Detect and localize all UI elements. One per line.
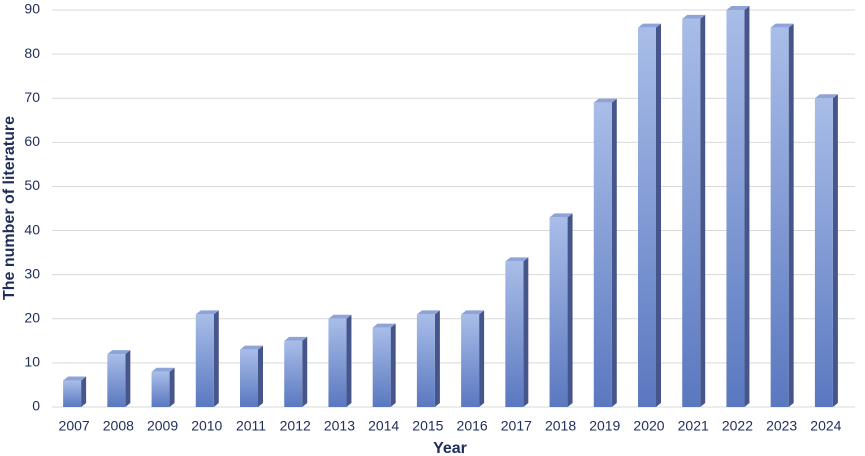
bar-top xyxy=(549,213,573,218)
x-tick-label: 2008 xyxy=(103,418,134,434)
x-tick-label: 2007 xyxy=(59,418,90,434)
bar-top xyxy=(726,6,750,10)
bar-side xyxy=(479,310,485,407)
bar-top xyxy=(63,376,87,381)
y-tick-label: 70 xyxy=(24,89,40,105)
bar-side xyxy=(832,94,838,407)
bar-top xyxy=(638,23,661,28)
bar xyxy=(770,27,789,408)
x-tick-label: 2009 xyxy=(147,418,178,434)
y-tick-label: 40 xyxy=(24,221,40,237)
bar-top xyxy=(328,314,352,319)
bar-top xyxy=(682,14,706,19)
y-tick-label: 60 xyxy=(24,133,40,149)
y-tick-label: 0 xyxy=(32,398,40,414)
bar-top xyxy=(284,336,308,341)
bar-side xyxy=(169,367,175,407)
bar xyxy=(328,318,347,407)
x-tick-label: 2010 xyxy=(191,418,222,434)
bar xyxy=(461,314,480,407)
x-tick-label: 2020 xyxy=(633,418,664,434)
y-tick-label: 30 xyxy=(24,265,40,281)
bar xyxy=(63,380,82,407)
x-tick-label: 2013 xyxy=(324,418,355,434)
bar xyxy=(372,327,391,407)
bar-side xyxy=(125,350,131,407)
bar-top xyxy=(107,350,131,355)
bar-side xyxy=(744,6,750,407)
bar-top xyxy=(461,310,485,315)
bar-top xyxy=(240,345,263,350)
x-tick-label: 2014 xyxy=(368,418,399,434)
bar-side xyxy=(81,376,87,407)
bar-top xyxy=(195,310,219,315)
bar-side xyxy=(390,323,396,407)
x-tick-label: 2024 xyxy=(810,418,841,434)
bar xyxy=(682,18,701,407)
bar-side xyxy=(302,336,308,407)
bar xyxy=(593,102,612,407)
bar-top xyxy=(770,23,794,28)
x-tick-label: 2017 xyxy=(501,418,532,434)
x-tick-label: 2015 xyxy=(412,418,443,434)
bar-side xyxy=(213,310,219,407)
y-tick-label: 90 xyxy=(24,1,40,17)
y-tick-label: 80 xyxy=(24,45,40,61)
x-tick-label: 2022 xyxy=(722,418,753,434)
bar-top xyxy=(416,310,440,315)
bar xyxy=(505,261,524,407)
bar-side xyxy=(523,257,529,407)
bar-side xyxy=(611,98,617,407)
y-tick-label: 50 xyxy=(24,177,40,193)
bar-top xyxy=(372,323,396,328)
bar xyxy=(638,27,656,408)
x-axis-title: Year xyxy=(433,440,467,456)
bar xyxy=(416,314,435,407)
bar xyxy=(107,354,126,407)
x-tick-label: 2021 xyxy=(678,418,709,434)
bar xyxy=(151,371,170,407)
x-tick-label: 2019 xyxy=(589,418,620,434)
bar-side xyxy=(656,23,661,408)
bar xyxy=(284,340,303,407)
bar-side xyxy=(434,310,440,407)
y-tick-label: 10 xyxy=(24,354,40,370)
bar-top xyxy=(593,98,617,103)
x-tick-label: 2023 xyxy=(766,418,797,434)
bar-top xyxy=(151,367,175,372)
bar xyxy=(726,10,745,407)
bar-side xyxy=(788,23,794,408)
y-tick-label: 20 xyxy=(24,309,40,325)
bar-top xyxy=(814,94,838,99)
bar xyxy=(240,349,258,407)
x-tick-label: 2018 xyxy=(545,418,576,434)
y-axis-title: The number of literature xyxy=(1,116,18,300)
bar-side xyxy=(567,213,573,407)
bar-side xyxy=(700,14,706,407)
bar-top xyxy=(505,257,529,262)
bar xyxy=(814,98,833,407)
x-tick-label: 2011 xyxy=(236,418,266,434)
x-tick-label: 2016 xyxy=(457,418,488,434)
bar-side xyxy=(258,345,263,407)
bar xyxy=(549,217,568,407)
x-tick-label: 2012 xyxy=(280,418,311,434)
bar xyxy=(195,314,214,407)
bar-side xyxy=(346,314,352,407)
